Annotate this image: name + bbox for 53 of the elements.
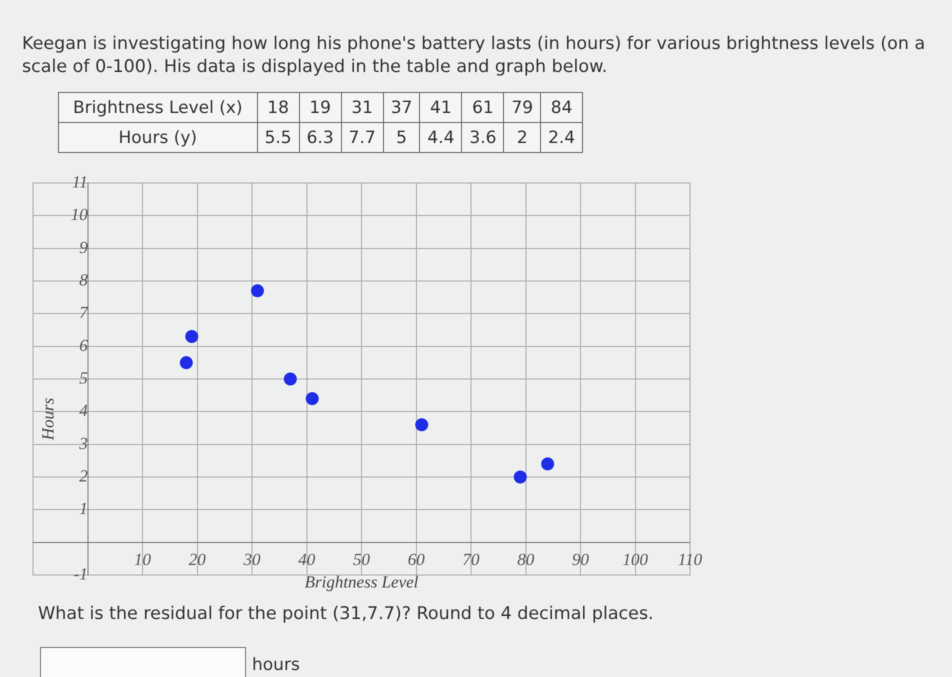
- text: 41: [420, 92, 462, 122]
- point: [415, 418, 428, 432]
- text: Hours (y): [58, 122, 258, 152]
- x-tick-label: 70: [462, 550, 480, 569]
- text: 31: [341, 92, 384, 122]
- y-tick-label: 10: [70, 205, 88, 224]
- text: 5.5: [257, 122, 300, 152]
- x-tick-label: 110: [678, 550, 703, 569]
- y-tick-label: 11: [72, 172, 88, 192]
- text: hours: [252, 655, 300, 675]
- x-tick-label: 40: [298, 550, 316, 569]
- x-tick-label: 100: [622, 550, 648, 569]
- x-tick-label: 30: [242, 550, 261, 569]
- y-tick-label: -1: [74, 564, 88, 584]
- text: Brightness Level (x): [58, 92, 258, 122]
- y-tick-label: 6: [79, 336, 88, 355]
- text: 6.3: [299, 122, 342, 152]
- text: 61: [462, 92, 504, 122]
- text: 84: [540, 92, 583, 122]
- x-tick-label: 20: [188, 550, 206, 569]
- text: What is the residual for the point (31,7.7)? Round to 4 decimal places.: [38, 604, 654, 624]
- x-tick-label: 10: [134, 550, 152, 569]
- y-tick-label: 9: [79, 238, 88, 257]
- point: [185, 330, 198, 344]
- x-tick-label: 50: [353, 550, 370, 569]
- text: 7.7: [341, 122, 384, 152]
- point: [284, 372, 297, 386]
- text: 5: [383, 122, 420, 152]
- y-tick-label: 8: [79, 270, 88, 290]
- point: [514, 470, 527, 484]
- x-tick-label: 90: [572, 550, 590, 569]
- x-tick-label: 60: [408, 550, 426, 569]
- y-tick-label: 5: [79, 368, 88, 388]
- text: 79: [504, 92, 541, 122]
- y-tick-label: 2: [79, 466, 88, 486]
- text: 2: [504, 122, 541, 152]
- text: 3.6: [462, 122, 504, 152]
- text: 19: [299, 92, 342, 122]
- y-tick-label: 3: [78, 434, 88, 453]
- text: 2.4: [540, 122, 583, 152]
- text: 18: [257, 92, 300, 122]
- point: [250, 284, 264, 298]
- y-tick-label: 4: [79, 401, 88, 420]
- point: [306, 392, 319, 406]
- y-tick-label: 1: [79, 499, 88, 518]
- y-axis-title: Hours: [38, 397, 58, 442]
- text: 4.4: [420, 122, 462, 152]
- chart-title: Keegan is investigating how long his phone's battery lasts (in hours) for various brightness levels (on a scale of 0-100). His data is displayed in the table and graph below.: [22, 33, 926, 79]
- text: 37: [383, 92, 420, 122]
- x-axis-title: Brightness Level: [304, 572, 419, 592]
- x-tick-label: 80: [517, 550, 535, 569]
- point: [180, 356, 193, 370]
- point: [541, 457, 554, 470]
